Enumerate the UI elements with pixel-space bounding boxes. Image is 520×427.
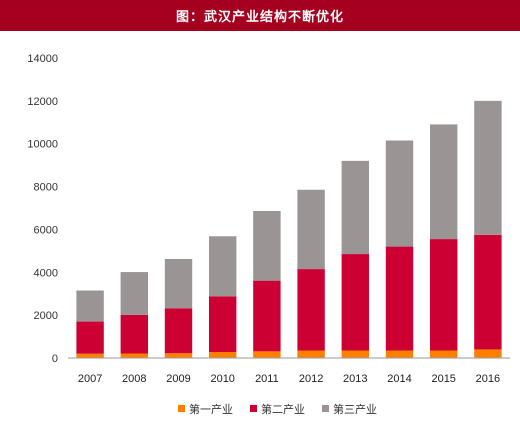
x-tick-label: 2008 — [122, 373, 146, 385]
y-tick-label: 14000 — [27, 53, 58, 65]
x-tick-label: 2009 — [166, 373, 190, 385]
x-tick-label: 2013 — [343, 373, 367, 385]
y-axis: 0 2000 4000 6000 8000 10000 12000 14000 — [27, 53, 58, 365]
y-tick-label: 0 — [52, 353, 58, 365]
y-tick-label: 4000 — [34, 267, 58, 279]
legend-swatch — [250, 405, 257, 412]
x-tick-label: 2015 — [431, 373, 455, 385]
bar-segment — [297, 269, 325, 351]
y-tick-label: 10000 — [27, 139, 58, 151]
bar-segment — [474, 100, 502, 235]
bar-segment — [253, 280, 281, 352]
bar-segment — [474, 234, 502, 350]
legend-swatch — [178, 405, 185, 412]
legend: 第一产业 第二产业 第三产业 — [178, 402, 377, 416]
y-tick-label: 12000 — [27, 96, 58, 108]
bar-segment — [76, 353, 104, 358]
bar-segment — [341, 350, 370, 358]
bar-segment — [253, 351, 281, 358]
bar-segment — [120, 314, 149, 354]
bar-segment — [120, 272, 149, 315]
bar-segment — [341, 254, 370, 351]
bar-segment — [385, 350, 414, 358]
bar-segment — [164, 353, 193, 358]
legend-swatch — [322, 405, 329, 412]
bar-segment — [76, 290, 104, 322]
bar-segment — [429, 239, 458, 351]
y-tick-label: 8000 — [34, 182, 58, 194]
bar-segment — [429, 124, 458, 240]
x-tick-label: 2007 — [78, 373, 102, 385]
x-tick-label: 2010 — [210, 373, 234, 385]
x-tick-label: 2012 — [299, 373, 323, 385]
bar-segment — [208, 352, 237, 358]
bar-segment — [253, 211, 281, 281]
bar-segment — [297, 189, 325, 270]
bar-segment — [429, 350, 458, 358]
bar-segment — [76, 321, 104, 354]
bar-segment — [208, 296, 237, 352]
legend-label: 第一产业 — [189, 402, 233, 416]
bar-segment — [474, 349, 502, 358]
chart-title: 图：武汉产业结构不断优化 — [0, 0, 520, 31]
bar-stacks — [76, 100, 502, 358]
x-tick-label: 2016 — [476, 373, 500, 385]
bar-segment — [164, 259, 193, 309]
bar-segment — [208, 236, 237, 297]
y-tick-label: 6000 — [34, 224, 58, 236]
x-tick-label: 2014 — [387, 373, 411, 385]
bar-segment — [385, 246, 414, 351]
y-tick-label: 2000 — [34, 310, 58, 322]
bar-segment — [120, 353, 149, 358]
bar-segment — [297, 350, 325, 358]
x-axis: 2007 2008 2009 2010 2011 2012 2013 2014 2015 2016 — [68, 357, 510, 385]
bar-segment — [164, 308, 193, 354]
legend-label: 第二产业 — [261, 402, 305, 416]
bar-segment — [341, 160, 370, 255]
bar-segment — [385, 140, 414, 247]
x-tick-label: 2011 — [255, 373, 279, 385]
legend-label: 第三产业 — [333, 402, 377, 416]
